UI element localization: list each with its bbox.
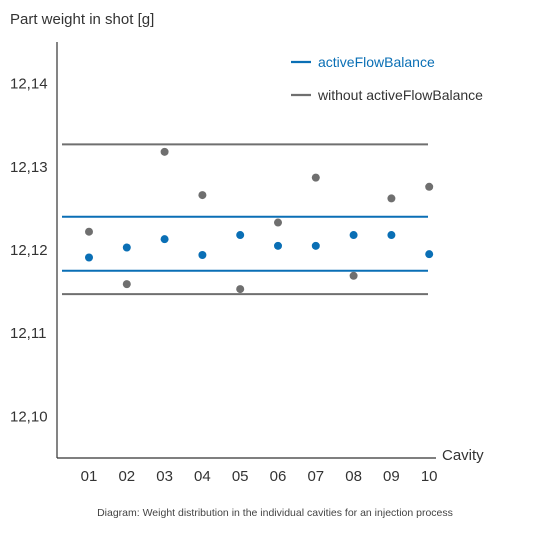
x-tick-label: 05 <box>232 468 249 485</box>
legend-label: without activeFlowBalance <box>317 87 483 103</box>
data-point <box>349 271 358 280</box>
data-point <box>160 147 169 156</box>
data-point <box>236 285 245 294</box>
x-axis-ticks: 01 02 03 04 05 06 07 08 09 10 <box>81 468 438 485</box>
y-axis-title: Part weight in shot [g] <box>10 11 154 28</box>
x-tick-label: 07 <box>307 468 324 485</box>
x-tick-label: 02 <box>118 468 135 485</box>
x-tick-label: 10 <box>421 468 438 485</box>
y-tick-label: 12,11 <box>10 325 46 342</box>
y-tick-label: 12,13 <box>10 159 48 176</box>
x-tick-label: 01 <box>81 468 98 485</box>
x-tick-label: 03 <box>156 468 173 485</box>
data-point <box>425 250 434 259</box>
data-point <box>122 280 131 289</box>
y-tick-label: 12,10 <box>10 408 48 425</box>
data-point <box>274 218 282 227</box>
legend: activeFlowBalance without activeFlowBalan… <box>291 54 483 103</box>
y-tick-label: 12,12 <box>10 242 48 259</box>
data-point <box>425 182 434 191</box>
legend-label: activeFlowBalance <box>318 54 435 70</box>
data-point <box>85 227 93 236</box>
chart-caption: Diagram: Weight distribution in the indi… <box>97 507 453 519</box>
y-axis-ticks: 12,10 12,11 12,12 12,13 12,14 <box>10 76 48 426</box>
data-point <box>311 241 320 250</box>
data-point <box>198 250 207 259</box>
x-tick-label: 06 <box>270 468 287 485</box>
reference-bands <box>62 143 428 296</box>
data-point <box>160 235 169 244</box>
x-tick-label: 09 <box>383 468 400 485</box>
data-point <box>387 194 396 203</box>
data-point <box>387 231 396 240</box>
data-point <box>236 231 245 240</box>
data-point <box>311 173 320 182</box>
x-axis-title: Cavity <box>442 447 484 464</box>
data-point <box>122 243 131 252</box>
data-points <box>85 147 434 294</box>
x-tick-label: 08 <box>345 468 362 485</box>
y-tick-label: 12,14 <box>10 76 48 93</box>
data-point <box>349 231 358 240</box>
x-tick-label: 04 <box>194 468 211 485</box>
data-point <box>198 191 207 200</box>
data-point <box>85 253 93 262</box>
data-point <box>274 241 282 250</box>
